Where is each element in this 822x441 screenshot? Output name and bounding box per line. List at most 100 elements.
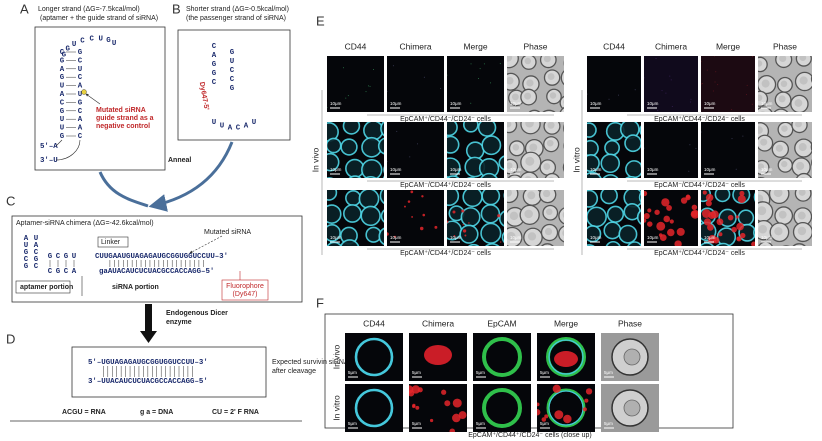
sirna-portion-label: siRNA portion — [112, 284, 159, 291]
scale-bar-label: 10μm — [590, 235, 602, 240]
phase-nucleus — [564, 110, 572, 118]
background-speck — [717, 84, 719, 86]
cell-membrane — [602, 174, 619, 178]
cell-membrane — [459, 224, 479, 244]
phase-nucleus — [798, 143, 807, 152]
scale-bar-label: 10μm — [510, 235, 522, 240]
micrograph — [701, 122, 755, 178]
phase-nucleus — [524, 92, 532, 100]
phase-cell — [528, 109, 541, 112]
base: A — [78, 125, 83, 133]
cell-membrane — [587, 244, 595, 246]
chimera-signal — [737, 195, 746, 204]
base: U — [252, 119, 256, 127]
cell-membrane — [327, 190, 338, 201]
cell-membrane — [587, 139, 599, 157]
cell-ring — [354, 388, 394, 428]
background-speck — [490, 82, 492, 84]
phase-nucleus — [527, 191, 536, 200]
phase-nucleus — [546, 139, 554, 147]
phase-nucleus — [779, 56, 787, 63]
micrograph — [758, 56, 822, 112]
phase-nucleus — [761, 79, 770, 88]
base: C — [48, 268, 53, 276]
background-speck — [423, 76, 425, 78]
chimera-signal — [537, 409, 541, 416]
cell-membrane — [639, 125, 641, 136]
chimera-signal — [751, 241, 755, 246]
chimera-signal — [422, 213, 426, 217]
cell-membrane — [753, 227, 755, 238]
scale-bar-label: 5μm — [476, 421, 485, 426]
cell-membrane — [480, 204, 501, 224]
row-caption: EpCAM⁺/CD44⁺/CD24⁻ cells — [654, 250, 745, 257]
chimera-signal — [462, 229, 467, 233]
base: A — [60, 66, 65, 74]
chimera-signal — [441, 389, 447, 395]
scale-bar-label: 10μm — [510, 167, 522, 172]
scale-bar-label: 10μm — [590, 167, 602, 172]
cell-membrane — [606, 205, 625, 223]
chimera-signal — [661, 198, 670, 207]
scale-bar-label: 10μm — [450, 167, 462, 172]
chimera-signal — [421, 195, 424, 198]
background-speck — [470, 63, 472, 65]
base: C — [212, 79, 217, 87]
phase-nucleus — [527, 250, 534, 257]
micrograph — [327, 56, 384, 112]
micrograph — [701, 190, 755, 246]
cell-membrane — [462, 122, 479, 133]
background-speck — [689, 101, 691, 103]
chimera-signal — [554, 351, 578, 367]
background-speck — [479, 68, 481, 70]
chimera-signal — [644, 212, 650, 220]
phase-cell — [505, 247, 519, 261]
base: U — [212, 119, 216, 127]
cell-membrane — [498, 155, 504, 171]
base: A — [24, 235, 29, 243]
phase-nucleus — [774, 227, 783, 236]
phase-cell — [782, 245, 790, 246]
scale-bar-label: 10μm — [330, 235, 342, 240]
chimera-signal — [458, 411, 467, 420]
cell-membrane — [447, 122, 458, 137]
chimera-signal — [740, 232, 746, 239]
base: U — [112, 40, 116, 48]
cell-membrane — [625, 160, 641, 178]
background-speck — [701, 61, 702, 63]
micrograph — [387, 56, 444, 112]
chimera-signal — [452, 413, 461, 423]
background-speck — [661, 90, 663, 92]
panel-box — [177, 29, 291, 141]
chimera-signal — [449, 428, 456, 432]
cell-membrane — [480, 172, 498, 178]
phase-nucleus — [760, 138, 768, 146]
cell-membrane — [484, 243, 500, 246]
mutated-label: Mutated siRNA — [204, 229, 251, 236]
column-header: Merge — [463, 41, 487, 51]
base: G — [64, 253, 69, 261]
micrograph — [505, 190, 576, 261]
phase-cell — [796, 172, 812, 178]
phase-nucleus — [529, 143, 538, 152]
legend-item: g a = DNA — [140, 409, 173, 416]
phase-nucleus — [510, 178, 517, 185]
phase-nucleus — [566, 182, 573, 189]
scale-bar-label: 10μm — [590, 101, 602, 106]
phase-nucleus — [568, 246, 576, 254]
phase-nucleus — [818, 93, 822, 102]
scale-bar-label: 10μm — [704, 235, 716, 240]
phase-nucleus — [507, 231, 516, 241]
micrograph — [701, 56, 755, 112]
chimera-signal — [707, 224, 714, 231]
group-label: In vitro — [571, 147, 581, 173]
chimera-signal — [712, 236, 720, 244]
cell-membrane — [327, 224, 341, 242]
cell-membrane — [342, 122, 361, 135]
micrograph — [447, 190, 504, 246]
background-speck — [387, 90, 388, 92]
base: G — [60, 74, 65, 82]
chimera-signal — [419, 226, 424, 231]
phase-nucleus — [781, 125, 788, 132]
